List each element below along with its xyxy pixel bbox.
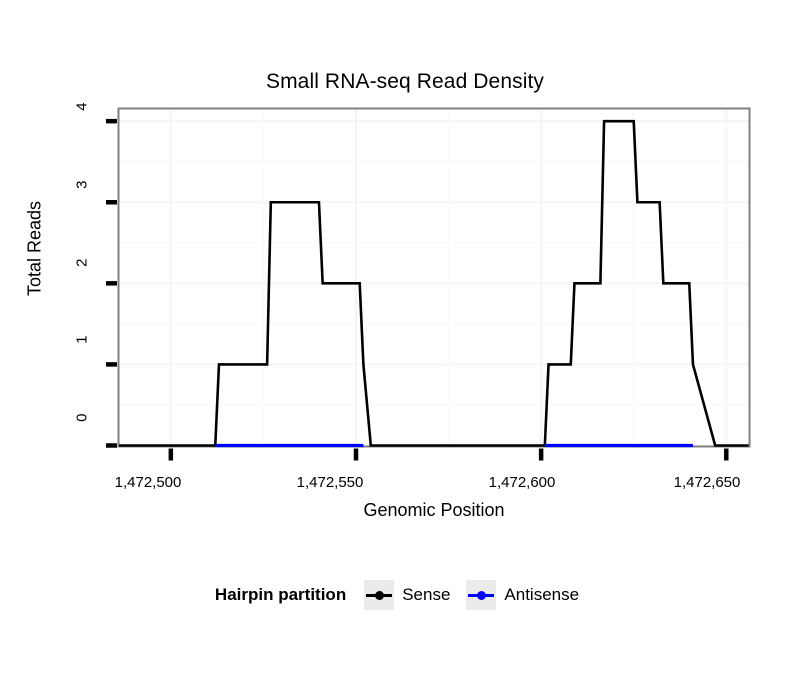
- legend-entry-antisense[interactable]: Antisense: [466, 580, 579, 610]
- legend-entry-sense[interactable]: Sense: [364, 580, 450, 610]
- chart-title: Small RNA-seq Read Density: [265, 70, 545, 93]
- legend-key-antisense-icon: [466, 580, 497, 610]
- x-axis-title: Genomic Position: [363, 500, 505, 520]
- legend-label-antisense: Antisense: [504, 585, 580, 604]
- x-tick-label-1472650: 1,472,650: [673, 474, 741, 491]
- data-series: [119, 119, 749, 448]
- x-tick-label-1472550: 1,472,550: [296, 474, 364, 491]
- legend-label-sense: Sense: [402, 585, 451, 604]
- grid-lines: [119, 109, 749, 447]
- axis-ticks: [106, 118, 729, 461]
- x-tick-label-1472500: 1,472,500: [114, 474, 182, 491]
- x-tick-label-1472600: 1,472,600: [488, 474, 556, 491]
- legend: Hairpin partition Sense Antisense: [0, 580, 810, 610]
- legend-key-sense-icon: [364, 580, 395, 610]
- series-line-sense: [119, 119, 749, 447]
- legend-title: Hairpin partition: [214, 585, 347, 604]
